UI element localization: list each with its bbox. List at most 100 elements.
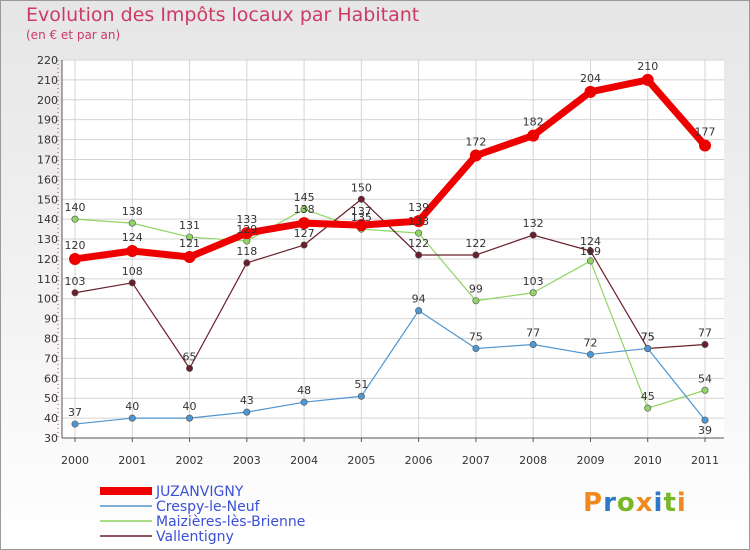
y-tick-label: 60 [44, 372, 58, 385]
data-label: 77 [698, 326, 712, 339]
data-point [69, 252, 81, 265]
data-label: 182 [523, 116, 544, 129]
data-label: 138 [122, 205, 143, 218]
data-label: 99 [469, 283, 483, 296]
data-label: 145 [294, 191, 315, 204]
y-tick-label: 210 [37, 74, 58, 87]
data-point [415, 229, 423, 237]
data-point [529, 289, 537, 297]
data-point [415, 307, 423, 315]
data-point [126, 244, 139, 257]
y-tick-label: 70 [44, 352, 58, 365]
logo-letter: P [583, 488, 604, 518]
data-point [644, 344, 652, 352]
data-label: 135 [351, 211, 372, 224]
logo-letter: x [635, 488, 654, 518]
data-label: 48 [297, 384, 311, 397]
data-label: 138 [294, 203, 315, 216]
y-tick-label: 50 [44, 392, 58, 405]
data-point [701, 386, 709, 394]
data-point [128, 219, 136, 227]
data-label: 51 [354, 378, 368, 391]
x-tick-label: 2007 [462, 454, 490, 467]
logo-letter: i [676, 488, 687, 518]
data-point [469, 149, 482, 162]
data-label: 40 [125, 400, 139, 413]
x-tick-label: 2003 [233, 454, 261, 467]
y-tick-label: 190 [37, 114, 58, 127]
data-point [699, 139, 711, 152]
x-tick-label: 2000 [61, 454, 89, 467]
data-point [183, 250, 196, 263]
data-point [128, 414, 136, 422]
data-point [472, 251, 480, 259]
data-point [186, 233, 194, 241]
data-point [300, 398, 308, 406]
data-label: 43 [240, 394, 254, 407]
data-label: 65 [183, 350, 197, 363]
x-tick-label: 2001 [118, 454, 146, 467]
data-label: 122 [408, 237, 429, 250]
data-point [644, 404, 652, 412]
x-tick-label: 2010 [634, 454, 662, 467]
data-point [300, 241, 308, 249]
data-point [584, 85, 597, 98]
data-label: 94 [412, 293, 426, 306]
data-point [472, 297, 480, 305]
logo-letter: i [653, 488, 664, 518]
axes: 30 40 50 60 70 80 90 100 110 120 130 140 150 160 170 18… [37, 54, 724, 467]
data-point [415, 251, 423, 259]
data-label: 127 [294, 227, 315, 240]
data-point [586, 247, 594, 255]
data-point [243, 259, 251, 267]
chart-title: Evolution des Impôts locaux par Habitant [26, 4, 420, 26]
gridlines [62, 59, 724, 439]
data-label: 140 [65, 201, 86, 214]
data-point [128, 279, 136, 287]
data-point [357, 195, 365, 203]
data-label: 133 [236, 213, 257, 226]
y-tick-label: 110 [37, 273, 58, 286]
y-tick-label: 170 [37, 153, 58, 166]
data-label: 124 [580, 235, 601, 248]
data-label: 137 [351, 205, 372, 218]
data-labels: 140 138 131 129 145 135 133 99 103 119 45 54 103 108 6… [65, 60, 716, 437]
legend-label: JUZANVIGNY [155, 484, 244, 500]
logo-letter: t [663, 488, 677, 518]
y-tick-label: 130 [37, 233, 58, 246]
data-label: 54 [698, 372, 712, 385]
data-label: 139 [408, 201, 429, 214]
data-point [298, 217, 311, 230]
data-label: 72 [583, 336, 597, 349]
proxiti-logo: Proxiti [583, 488, 687, 518]
data-label: 37 [68, 406, 82, 419]
data-label: 210 [637, 60, 658, 73]
data-point [472, 344, 480, 352]
legend-label: Vallentigny [156, 529, 234, 545]
chart-subtitle: (en € et par an) [26, 28, 121, 42]
x-tick-label: 2006 [405, 454, 433, 467]
data-label: 45 [641, 390, 655, 403]
legend-label: Crespy-le-Neuf [156, 499, 261, 515]
data-label: 39 [698, 424, 712, 437]
y-tick-label: 220 [37, 54, 58, 67]
data-point [529, 231, 537, 239]
series-line [74, 198, 706, 369]
data-label: 129 [236, 223, 257, 236]
data-label: 103 [523, 275, 544, 288]
legend: JUZANVIGNYCrespy-le-NeufMaizières-lès-Br… [100, 484, 305, 545]
y-tick-label: 140 [37, 213, 58, 226]
data-label: 122 [465, 237, 486, 250]
y-tick-label: 90 [44, 313, 58, 326]
data-point [357, 392, 365, 400]
x-tick-label: 2008 [519, 454, 547, 467]
data-label: 118 [236, 245, 257, 258]
logo-letter: o [616, 488, 636, 518]
data-label: 131 [179, 219, 200, 232]
data-point [240, 227, 253, 240]
data-point [71, 215, 79, 223]
x-tick-label: 2009 [576, 454, 604, 467]
data-point [71, 420, 79, 428]
legend-label: Maizières-lès-Brienne [156, 514, 305, 530]
